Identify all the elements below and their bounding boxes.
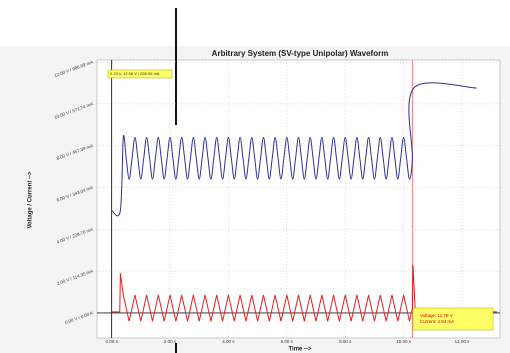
plot-area — [96, 59, 501, 339]
annotation-box — [107, 69, 173, 79]
annotation: Current: 4.94 mA — [420, 319, 454, 324]
x-tick-label: 2.00 s — [164, 339, 177, 344]
annotation: Voltage: 11.75 V — [420, 313, 453, 318]
series-line — [111, 82, 477, 217]
x-tick-label: 4.00 s — [222, 339, 235, 344]
x-tick-label: 10.00 s — [396, 339, 412, 344]
x-tick-label: 8.00 s — [339, 339, 352, 344]
y-axis-label: Voltage / Current --> — [28, 171, 34, 229]
x-tick-label: 12.00 s — [455, 339, 471, 344]
series-line — [111, 264, 498, 322]
x-tick-label: 0.00 s — [105, 339, 118, 344]
chart-title: Arbitrary System (SV-type Unipolar) Wave… — [212, 49, 389, 58]
annotation-box — [412, 307, 494, 331]
x-axis-label: Time --> — [288, 347, 312, 353]
x-tick-label: 6.00 s — [281, 339, 294, 344]
annotation: 0.25 s, 12.98 V / 836.96 mA — [110, 71, 160, 76]
